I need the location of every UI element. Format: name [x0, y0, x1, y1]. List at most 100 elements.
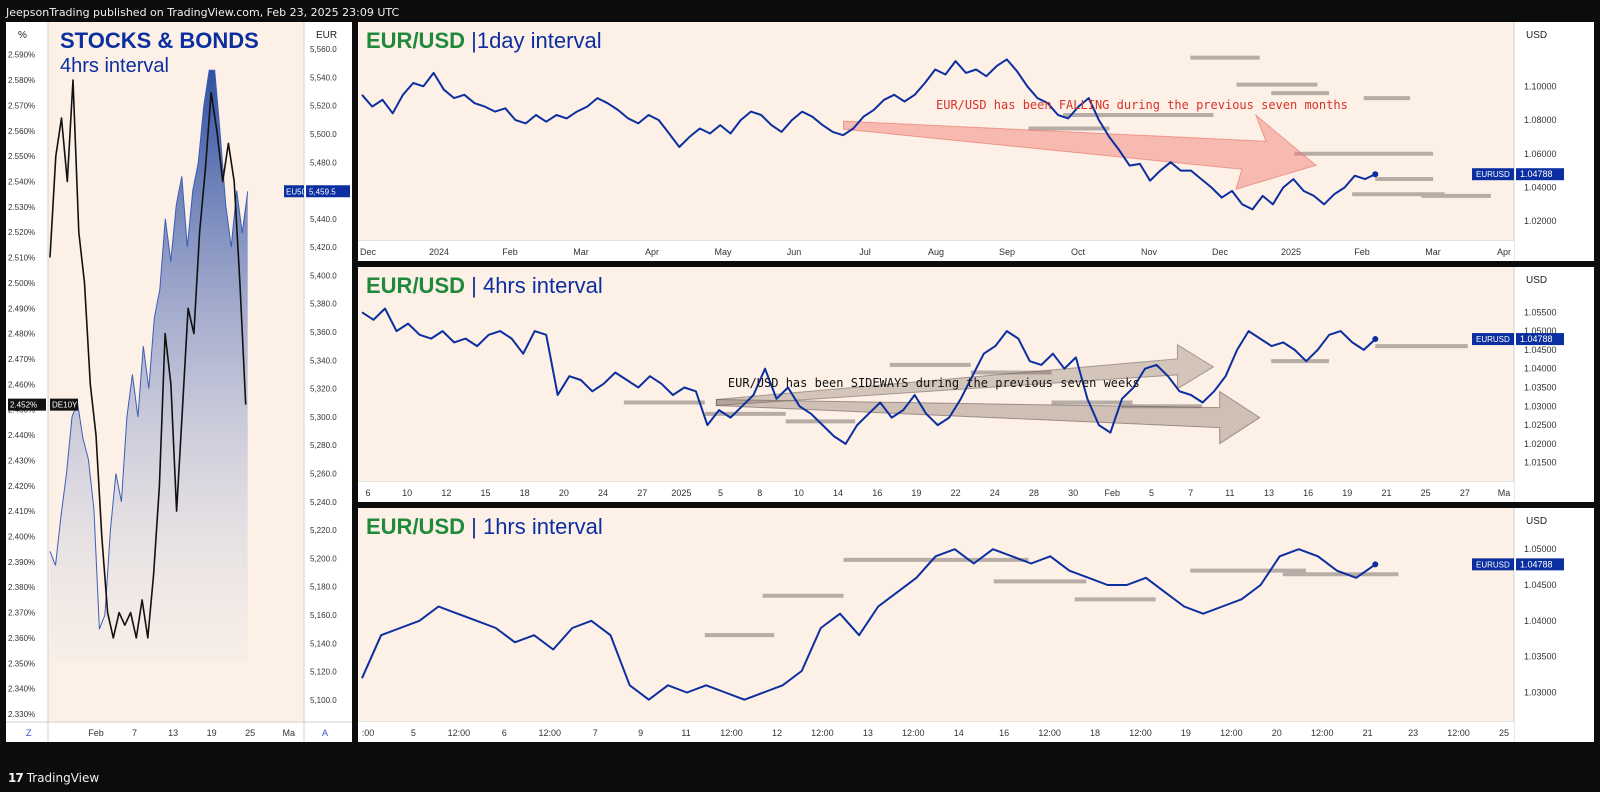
yield-tick-label: 2.470% [8, 355, 35, 364]
index-tick-label: 5,180.0 [310, 583, 337, 592]
de10y-value-badge [8, 398, 46, 411]
price-tick-label: 1.05000 [1524, 544, 1557, 554]
time-tick-label: 12:00 [1447, 728, 1470, 738]
eurusd-4h-chart-svg[interactable]: USD 1.05500 1.05000 1.04500 1.04000 1.03500 1.… [358, 267, 1594, 502]
time-axis-background [358, 241, 1514, 261]
de10y-value-label: 2.452% [10, 401, 37, 410]
time-tick-label: Jul [859, 247, 871, 257]
time-tick-label: 25 [1499, 728, 1509, 738]
chart-title-symbol: EUR/USD [366, 28, 471, 53]
de10y-symbol-label: DE10Y [52, 401, 78, 410]
eurusd-daily-chart-pane[interactable]: USD 1.10000 1.08000 1.06000 1.04000 1.02000 De… [358, 22, 1594, 261]
price-axis-background [1514, 22, 1594, 261]
time-tick-label: 7 [1188, 488, 1193, 498]
index-tick-label: 5,560.0 [310, 45, 337, 54]
eurusd-1h-chart-svg[interactable]: USD 1.05000 1.04500 1.04000 1.03500 1.03000:0… [358, 508, 1594, 742]
time-tick-label: 27 [637, 488, 647, 498]
index-tick-label: 5,260.0 [310, 469, 337, 478]
index-tick-label: 5,440.0 [310, 215, 337, 224]
time-tick-label: Jun [787, 247, 802, 257]
time-tick-label: 2024 [429, 247, 449, 257]
time-tick-label: 6 [365, 488, 370, 498]
axis-unit-label: USD [1526, 516, 1547, 527]
chart-title: EUR/USD | 1hrs interval [366, 514, 603, 539]
chart-title-interval: | 1hrs interval [471, 514, 603, 539]
left-scale-toggle: Z [26, 728, 32, 738]
time-tick-label: 20 [559, 488, 569, 498]
time-tick-label: 5 [718, 488, 723, 498]
price-tick-label: 1.10000 [1524, 81, 1557, 91]
time-tick-label: 6 [502, 728, 507, 738]
last-price-symbol-badge [1472, 558, 1514, 571]
yield-tick-label: 2.550% [8, 152, 35, 161]
time-tick-label: Mar [1425, 247, 1441, 257]
time-tick-label: 11 [681, 728, 690, 738]
time-tick-label: 19 [1181, 728, 1191, 738]
time-tick-label: 30 [1068, 488, 1078, 498]
stocks-bonds-chart-pane[interactable]: % 2.590% 2.580% 2.570% 2.560% 2.550% 2.540% 2.5… [6, 22, 352, 742]
last-price-dot [1372, 336, 1379, 343]
trend-annotation-text: EUR/USD has been FALLING during the prev… [936, 98, 1348, 112]
time-tick-label: 2025 [1281, 247, 1301, 257]
trend-annotation-text: EUR/USD has been SIDEWAYS during the pre… [728, 376, 1140, 390]
falling-trend-arrow [843, 113, 1317, 191]
index-tick-label: 5,220.0 [310, 526, 337, 535]
yield-tick-label: 2.430% [8, 456, 35, 465]
yield-tick-label: 2.390% [8, 558, 35, 567]
time-tick-label: Feb [88, 728, 104, 738]
last-price-dot [1372, 561, 1379, 568]
price-tick-label: 1.05500 [1524, 307, 1557, 317]
eurusd-daily-chart-svg[interactable]: USD 1.10000 1.08000 1.06000 1.04000 1.02000 De… [358, 22, 1594, 261]
tradingview-logo-icon: 17 [8, 771, 24, 785]
chart-title: EUR/USD |1day interval [366, 28, 602, 53]
last-price-dot [1372, 171, 1379, 178]
time-tick-label: 15 [481, 488, 491, 498]
eu50-value-label: 5,459.5 [309, 187, 336, 196]
last-price-symbol-badge [1472, 333, 1514, 346]
eurusd-price-line [361, 307, 1376, 445]
price-tick-label: 1.04000 [1524, 616, 1557, 626]
stocks-bonds-chart-svg[interactable]: % 2.590% 2.580% 2.570% 2.560% 2.550% 2.540% 2.5… [6, 22, 352, 742]
yield-tick-label: 2.570% [8, 101, 35, 110]
last-price-symbol-label: EURUSD [1476, 560, 1510, 569]
chart-title-symbol: EUR/USD [366, 514, 471, 539]
index-tick-label: 5,140.0 [310, 639, 337, 648]
eu50-line [49, 69, 249, 630]
time-tick-label: 8 [757, 488, 762, 498]
eurusd-1h-chart-pane[interactable]: USD 1.05000 1.04500 1.04000 1.03500 1.03000:0… [358, 508, 1594, 742]
yield-tick-label: 2.380% [8, 583, 35, 592]
time-tick-label: 7 [132, 728, 137, 738]
price-tick-label: 1.02000 [1524, 216, 1557, 226]
time-tick-label: Dec [360, 247, 377, 257]
sideways-trend-arrow-lower [715, 390, 1261, 445]
time-tick-label: 12:00 [1038, 728, 1061, 738]
price-axis-background [1514, 267, 1594, 502]
index-tick-label: 5,400.0 [310, 271, 337, 280]
time-tick-label: 20 [1272, 728, 1282, 738]
yield-tick-label: 2.530% [8, 203, 35, 212]
yield-tick-label: 2.510% [8, 254, 35, 263]
yield-tick-label: 2.400% [8, 532, 35, 541]
time-tick-label: 10 [402, 488, 412, 498]
time-tick-label: 25 [245, 728, 255, 738]
axis-unit-label: USD [1526, 275, 1547, 286]
time-tick-label: 21 [1381, 488, 1391, 498]
eurusd-4h-chart-pane[interactable]: USD 1.05500 1.05000 1.04500 1.04000 1.03500 1.… [358, 267, 1594, 502]
index-tick-label: 5,320.0 [310, 385, 337, 394]
time-tick-label: 12:00 [1311, 728, 1334, 738]
time-tick-label: 12:00 [1220, 728, 1243, 738]
price-tick-label: 1.05000 [1524, 326, 1557, 336]
time-tick-label: 16 [999, 728, 1009, 738]
tradingview-brand: TradingView [26, 771, 100, 785]
time-tick-label: Aug [928, 247, 944, 257]
time-tick-label: 18 [1090, 728, 1100, 738]
eu50-symbol-label: EU50 [286, 187, 307, 196]
time-tick-label: 13 [863, 728, 873, 738]
last-price-value-label: 1.04788 [1520, 169, 1553, 179]
yield-tick-label: 2.500% [8, 279, 35, 288]
left-axis-unit: % [18, 30, 27, 41]
plot-background [358, 267, 1514, 482]
index-tick-label: 5,420.0 [310, 243, 337, 252]
yield-tick-label: 2.350% [8, 659, 35, 668]
index-tick-label: 5,100.0 [310, 696, 337, 705]
